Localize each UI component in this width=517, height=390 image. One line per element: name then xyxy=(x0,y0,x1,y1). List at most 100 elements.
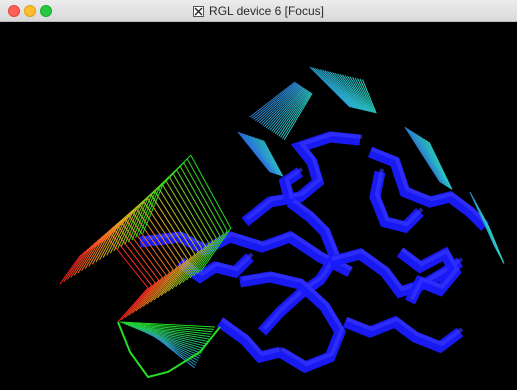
cyan-strand-line xyxy=(347,75,370,112)
green-strand-line xyxy=(119,321,216,328)
cyan-strand-line xyxy=(265,87,304,129)
cyan-strand-line xyxy=(239,132,272,173)
cyan-strand-line xyxy=(280,91,311,138)
rainbow-strand-line xyxy=(77,219,167,312)
blue-ribbon-segment xyxy=(239,271,347,374)
cyan-strand-line xyxy=(242,133,273,174)
blue-ribbon-highlight xyxy=(400,247,460,300)
blue-ribbon-segment xyxy=(139,230,353,277)
cyan-strand-line xyxy=(255,137,280,176)
cyan-strand-line xyxy=(269,88,306,131)
cyan-strand-line xyxy=(260,139,282,176)
cyan-strand-line xyxy=(273,89,308,133)
cyan-strand-line xyxy=(258,84,300,124)
blue-ribbon-highlight xyxy=(331,248,464,292)
blue-ribbon-highlight xyxy=(371,147,489,226)
cyan-strand-line xyxy=(260,85,301,125)
cyan-strand-line xyxy=(409,129,443,184)
zoom-button[interactable] xyxy=(40,5,52,17)
cyan-strand-line xyxy=(425,139,451,189)
green-strand-line xyxy=(131,326,208,342)
green-strand-line xyxy=(153,335,195,369)
cyan-strand-line xyxy=(349,76,371,113)
rainbow-strand-line xyxy=(59,237,149,323)
cyan-strand-line xyxy=(417,134,447,187)
rainbow-strand-line xyxy=(63,233,153,321)
cyan-strand-line xyxy=(426,140,452,190)
green-strand-line xyxy=(137,328,205,350)
cyan-strand-line xyxy=(251,82,297,119)
title-bar[interactable]: RGL device 6 [Focus] xyxy=(0,0,517,22)
cyan-strand-line xyxy=(258,138,281,176)
cyan-strand-line xyxy=(412,131,445,185)
cyan-strand-line xyxy=(249,81,296,118)
cyan-strand-line xyxy=(278,91,310,137)
cyan-strand-line xyxy=(251,136,278,175)
green-strand-line xyxy=(127,324,211,338)
cyan-strand-line xyxy=(252,136,278,175)
rainbow-strand-line xyxy=(81,215,171,310)
blue-ribbon-highlight xyxy=(220,317,283,357)
green-strand-line xyxy=(129,325,210,340)
cyan-strand-line xyxy=(246,134,275,174)
cyan-strand-line xyxy=(334,72,363,111)
protein-ribbon-scene[interactable] xyxy=(0,22,517,390)
cyan-strand-line xyxy=(240,132,272,173)
cyan-strand-line xyxy=(267,87,305,130)
cyan-strand-line xyxy=(271,88,307,132)
cyan-strand-line xyxy=(487,224,505,264)
cyan-strand-line xyxy=(276,90,309,136)
cyan-strand-line xyxy=(423,138,451,189)
cyan-strand-line xyxy=(327,70,360,110)
cyan-strand-line xyxy=(357,78,375,113)
minimize-button[interactable] xyxy=(24,5,36,17)
blue-ribbon-highlight xyxy=(141,231,353,271)
cyan-strand-line xyxy=(342,74,367,112)
cyan-strand-line xyxy=(309,66,351,108)
cyan-strand-line xyxy=(322,69,357,109)
cyan-strand-line xyxy=(332,72,362,111)
cyan-strand-line xyxy=(410,130,444,185)
rainbow-strand-line xyxy=(84,212,174,307)
cyan-strand-line xyxy=(264,86,303,127)
green-strand-line xyxy=(133,327,207,345)
cyan-strand-line xyxy=(414,132,446,186)
cyan-strand-line xyxy=(274,90,309,135)
blue-ribbon-segment xyxy=(216,317,282,364)
green-strand-line xyxy=(121,322,214,330)
close-button[interactable] xyxy=(8,5,20,17)
cyan-strand-line xyxy=(354,77,373,113)
cyan-strand-line xyxy=(283,93,313,141)
cyan-strand-line xyxy=(262,85,302,126)
cyan-strand-line xyxy=(359,78,376,114)
cyan-strand-line xyxy=(261,139,283,177)
cyan-strand-line xyxy=(248,135,276,175)
cyan-strand-line xyxy=(344,75,368,112)
window-title: RGL device 6 [Focus] xyxy=(0,0,517,22)
cyan-strand-line xyxy=(324,70,358,110)
blue-ribbon-highlight xyxy=(245,131,363,221)
blue-ribbon-segment xyxy=(367,146,489,231)
cyan-strand-line xyxy=(249,135,277,175)
x11-icon xyxy=(193,5,205,17)
cyan-strand-line xyxy=(428,141,453,190)
blue-ribbon-highlight xyxy=(284,167,304,200)
cyan-strand-line xyxy=(329,71,361,110)
cyan-strand-line xyxy=(254,137,279,176)
blue-ribbon-highlight xyxy=(180,252,254,277)
cyan-strand-line xyxy=(281,92,312,139)
cyan-strand-line xyxy=(256,84,299,123)
cyan-strand-line xyxy=(352,76,372,113)
green-strand-line xyxy=(135,327,206,347)
cyan-strand-line xyxy=(319,69,356,109)
cyan-strand-line xyxy=(237,131,271,173)
blue-ribbon-segment xyxy=(241,131,361,227)
cyan-strand-line xyxy=(314,67,353,108)
cyan-strand-line xyxy=(263,140,284,177)
cyan-strand-line xyxy=(339,73,366,111)
cyan-strand-line xyxy=(243,133,274,174)
green-strand-line xyxy=(123,323,213,333)
cyan-strand-line xyxy=(245,134,275,174)
rgl-viewport[interactable] xyxy=(0,22,517,390)
window-title-text: RGL device 6 [Focus] xyxy=(209,4,324,18)
